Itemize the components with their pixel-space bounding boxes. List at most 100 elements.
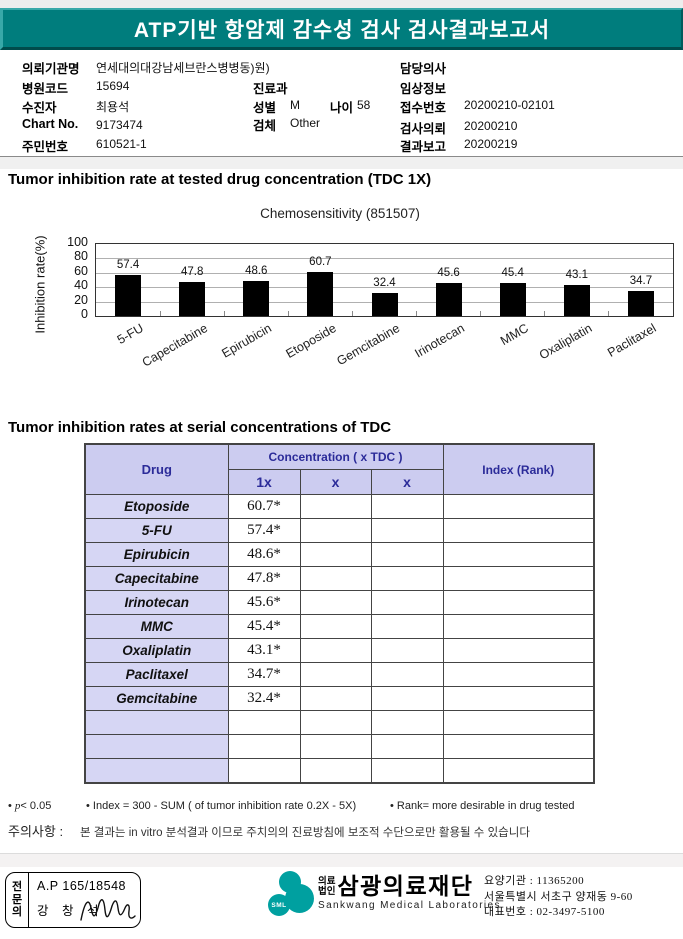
- lab-type-line2: 법인: [318, 886, 336, 897]
- chart-bar: [115, 274, 142, 316]
- specimen-value: Other: [290, 116, 321, 130]
- receipt-no-label: 접수번호: [400, 101, 447, 115]
- chart-bar-value: 45.4: [501, 267, 524, 280]
- value-cell: 48.6*: [227, 542, 301, 567]
- chart-bar: [243, 281, 270, 316]
- chart-bar-value: 48.6: [245, 265, 268, 277]
- stamp-role-char: 전: [11, 881, 23, 894]
- divider-line: [0, 156, 683, 157]
- col-header-x3: x: [370, 469, 444, 495]
- lab-name-en: Sankwang Medical Laboratories: [318, 900, 501, 911]
- value-cell: 32.4*: [227, 686, 301, 711]
- drug-cell: Epirubicin: [84, 542, 229, 567]
- report-date-value: 20200219: [464, 137, 518, 151]
- chart-x-label: 5-FU: [115, 321, 147, 348]
- request-date-label: 검사의뢰: [400, 122, 447, 136]
- lab-phone: 대표번호 : 02-3497-5100: [484, 906, 605, 918]
- drug-cell: Paclitaxel: [84, 662, 229, 687]
- bullet-icon: •: [8, 800, 12, 812]
- chart-x-label: Irinotecan: [412, 321, 467, 361]
- value-cell: [227, 710, 301, 735]
- age-label: 나이: [330, 101, 354, 115]
- chart-section-heading: Tumor inhibition rate at tested drug con…: [8, 171, 432, 188]
- patient-label: 수진자: [22, 101, 57, 115]
- table-row: MMC 45.4*: [84, 614, 595, 639]
- specialist-stamp-box: 전 문 의 A.P 165/18548 강 창 석: [5, 872, 141, 928]
- table-row: Gemcitabine 32.4*: [84, 686, 595, 711]
- value-cell: 45.4*: [227, 614, 301, 639]
- index-cell: [442, 494, 595, 519]
- chart-x-label: Oxaliplatin: [537, 321, 595, 363]
- col-header-x2: x: [299, 469, 372, 495]
- chart-bar-value: 43.1: [565, 268, 589, 281]
- patient-name-value: 최용석: [96, 100, 130, 114]
- chart-bar: [499, 283, 526, 316]
- x-tick-mark: [480, 311, 482, 316]
- sex-label: 성별: [253, 101, 277, 115]
- chart-plot-area: 57.4 47.8 48.6 60.7 32.4 45.6 45.4 43.1 34.7: [95, 243, 674, 317]
- index-cell: [442, 518, 595, 543]
- y-tick-label: 100: [67, 235, 88, 249]
- y-tick-label: 20: [74, 292, 88, 307]
- chart-bar-value: 60.7: [309, 256, 332, 269]
- chart-x-label: MMC: [497, 321, 531, 349]
- gridline: [96, 287, 673, 289]
- value-cell: 45.6*: [227, 590, 301, 615]
- drug-cell: MMC: [84, 614, 229, 639]
- value-cell: [299, 590, 372, 615]
- value-cell: [299, 638, 372, 663]
- chart-bar-value: 32.4: [373, 276, 396, 289]
- chart-bar: [563, 284, 590, 316]
- drug-cell: [84, 758, 229, 784]
- chart-bar-value: 47.8: [180, 265, 204, 278]
- chart-bar: [627, 291, 654, 316]
- value-cell: [299, 710, 372, 735]
- value-cell: [370, 734, 444, 759]
- x-tick-mark: [608, 311, 610, 316]
- stamp-role-vertical: 전 문 의: [6, 873, 29, 927]
- chart-x-label: Gemcitabine: [334, 321, 403, 369]
- index-cell: [442, 542, 595, 567]
- index-cell: [442, 758, 595, 784]
- caution-label: 주의사항 :: [8, 824, 64, 839]
- value-cell: [299, 518, 372, 543]
- x-tick-mark: [159, 311, 161, 316]
- top-strip: [0, 0, 683, 8]
- gridline: [96, 272, 673, 274]
- x-tick-mark: [351, 311, 353, 316]
- col-header-index: Index (Rank): [442, 443, 595, 495]
- footnote-p-symbol: p: [14, 800, 21, 812]
- lab-org-no: 요양기관 : 11365200: [484, 875, 585, 887]
- index-cell: [442, 614, 595, 639]
- value-cell: [299, 542, 372, 567]
- receipt-no-value: 20200210-02101: [464, 98, 555, 112]
- x-tick-mark: [287, 311, 289, 316]
- gridline: [96, 258, 673, 260]
- index-cell: [442, 734, 595, 759]
- doctor-label: 담당의사: [400, 62, 447, 76]
- stamp-name: 강 창 석: [37, 904, 104, 918]
- value-cell: [370, 710, 444, 735]
- drug-cell: Oxaliplatin: [84, 638, 229, 663]
- value-cell: [299, 494, 372, 519]
- specimen-label: 검체: [253, 119, 277, 133]
- value-cell: 43.1*: [227, 638, 301, 663]
- col-header-concentration: Concentration ( x TDC ): [227, 443, 444, 470]
- drug-cell: Etoposide: [84, 494, 229, 519]
- table-row: Irinotecan 45.6*: [84, 590, 595, 615]
- chart-bar-value: 57.4: [116, 258, 140, 271]
- table-row: Capecitabine 47.8*: [84, 566, 595, 591]
- footer-divider: [0, 853, 683, 867]
- footnote-index: • Index = 300 - SUM ( of tumor inhibitio…: [86, 800, 357, 812]
- value-cell: [370, 566, 444, 591]
- table-section-heading: Tumor inhibition rates at serial concent…: [8, 419, 392, 436]
- index-cell: [442, 590, 595, 615]
- value-cell: [299, 686, 372, 711]
- drug-cell: 5-FU: [84, 518, 229, 543]
- resident-no-label: 주민번호: [22, 140, 69, 154]
- value-cell: [370, 542, 444, 567]
- stamp-license: A.P 165/18548: [37, 879, 126, 893]
- hospital-code-value: 15694: [96, 79, 130, 93]
- sml-logo-icon: SML: [268, 871, 316, 927]
- footnote-p-value: • p< 0.05: [8, 800, 51, 812]
